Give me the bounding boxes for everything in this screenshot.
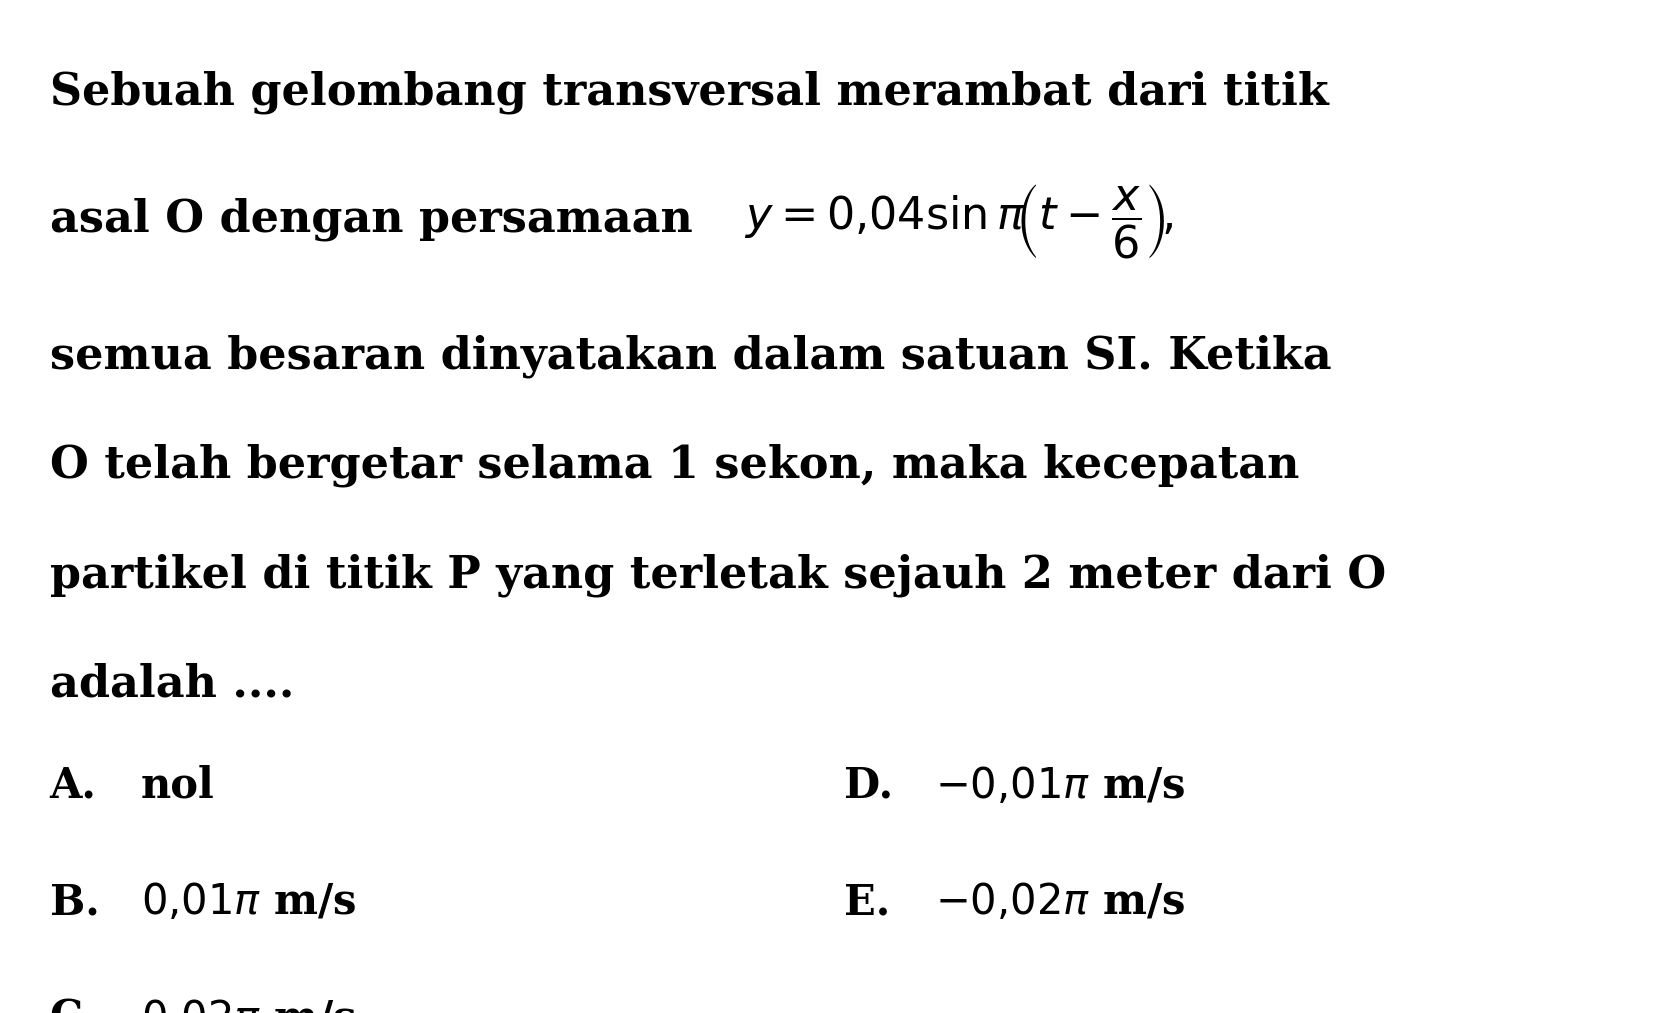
Text: $0{,}02\pi$ m/s: $0{,}02\pi$ m/s [141, 998, 356, 1013]
Text: semua besaran dinyatakan dalam satuan SI. Ketika: semua besaran dinyatakan dalam satuan SI… [50, 334, 1331, 378]
Text: $-0{,}02\pi$ m/s: $-0{,}02\pi$ m/s [935, 881, 1184, 923]
Text: $y = 0{,}04\sin\pi\!\left(t-\dfrac{x}{6}\right)\!,$: $y = 0{,}04\sin\pi\!\left(t-\dfrac{x}{6}… [744, 182, 1174, 260]
Text: adalah ....: adalah .... [50, 663, 294, 705]
Text: A.: A. [50, 765, 96, 806]
Text: C.: C. [50, 998, 96, 1013]
Text: D.: D. [844, 765, 893, 806]
Text: asal O dengan persamaan: asal O dengan persamaan [50, 198, 693, 241]
Text: E.: E. [844, 881, 890, 923]
Text: O telah bergetar selama 1 sekon, maka kecepatan: O telah bergetar selama 1 sekon, maka ke… [50, 444, 1298, 487]
Text: partikel di titik P yang terletak sejauh 2 meter dari O: partikel di titik P yang terletak sejauh… [50, 553, 1386, 597]
Text: $0{,}01\pi$ m/s: $0{,}01\pi$ m/s [141, 881, 356, 923]
Text: B.: B. [50, 881, 99, 923]
Text: $-0{,}01\pi$ m/s: $-0{,}01\pi$ m/s [935, 765, 1184, 806]
Text: Sebuah gelombang transversal merambat dari titik: Sebuah gelombang transversal merambat da… [50, 71, 1328, 114]
Text: nol: nol [141, 765, 215, 806]
